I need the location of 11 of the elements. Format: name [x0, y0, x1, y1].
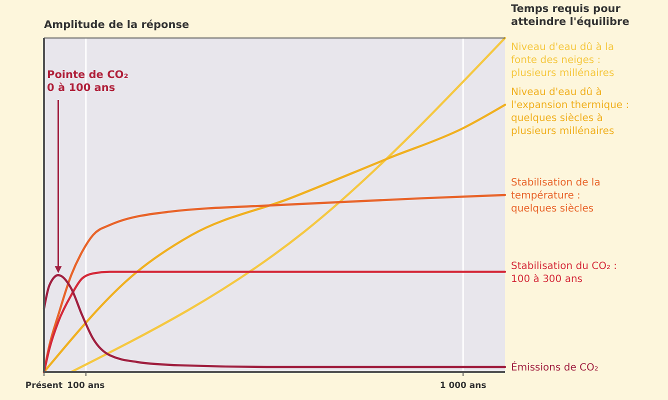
annotation: Pointe de CO₂ 0 à 100 ans: [47, 69, 129, 94]
x-tick-label: 1 000 ans: [440, 381, 486, 391]
series-label: Niveau d'eau dû à la fonte des neiges : plusieurs millénaires: [511, 42, 614, 79]
legend-title: Temps requis pour atteindre l'équilibre: [511, 3, 630, 28]
series-label: Émissions de CO₂: [511, 360, 598, 374]
series-label: Niveau d'eau dû à l'expansion thermique : quelques siècles à plusieurs millénaires: [511, 87, 630, 137]
x-tick-label: Présent: [25, 381, 63, 391]
series-label: Stabilisation de la température : quelques siècles: [511, 177, 600, 214]
x-tick-label: 100 ans: [67, 381, 105, 391]
y-axis-title: Amplitude de la réponse: [44, 19, 190, 31]
series-label: Stabilisation du CO₂ : 100 à 300 ans: [511, 260, 618, 285]
